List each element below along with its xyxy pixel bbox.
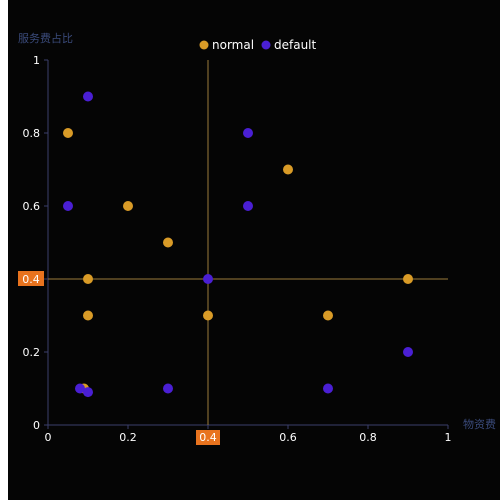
x-tick-label: 0 (45, 431, 52, 444)
y-tick-label: 0 (33, 419, 40, 432)
y-tick-label: 0.2 (23, 346, 41, 359)
data-point-normal[interactable] (123, 201, 133, 211)
y-tick-label: 0.8 (23, 127, 41, 140)
data-point-default[interactable] (83, 387, 93, 398)
crosshair: 0.4 0.4 (18, 60, 448, 445)
legend-label-default[interactable]: default (274, 38, 317, 52)
crosshair-y-label: 0.4 (22, 273, 40, 286)
x-tick-label: 0.6 (279, 431, 297, 444)
y-axis-title: 服务费占比 (18, 31, 73, 45)
data-point-normal[interactable] (323, 310, 333, 321)
data-point-default[interactable] (243, 128, 253, 138)
chart-panel: 服务费占比 物资费 0 0.2 0.4 0.6 0.8 1 0 0.2 0.4 0.6 0.8 1 0… (8, 0, 500, 500)
crosshair-x-label-bg (196, 430, 220, 445)
data-point-normal[interactable] (83, 274, 93, 284)
data-point-default[interactable] (203, 274, 213, 284)
crosshair-x-label: 0.4 (199, 431, 217, 444)
data-point-normal[interactable] (403, 274, 413, 284)
data-points (63, 91, 413, 398)
x-tick-label: 1 (445, 431, 452, 444)
data-point-default[interactable] (83, 91, 93, 102)
data-point-normal[interactable] (63, 128, 73, 138)
legend-label-normal[interactable]: normal (212, 38, 254, 52)
axes-group (47, 60, 448, 426)
data-point-default[interactable] (323, 383, 333, 394)
scatter-chart: 服务费占比 物资费 0 0.2 0.4 0.6 0.8 1 0 0.2 0.4 0.6 0.8 1 0… (18, 31, 496, 445)
tick-labels: 0 0.2 0.4 0.6 0.8 1 0 0.2 0.4 0.6 0.8 1 (23, 54, 452, 444)
data-point-default[interactable] (75, 383, 85, 394)
data-point-normal[interactable] (203, 310, 213, 321)
legend: normal default (199, 38, 317, 52)
y-tick-label: 1 (33, 54, 40, 67)
data-point-default[interactable] (63, 201, 73, 211)
x-axis-title: 物资费 (463, 417, 496, 431)
data-point-normal[interactable] (283, 164, 293, 175)
x-tick-label: 0.2 (119, 431, 137, 444)
legend-marker-normal (199, 40, 209, 50)
data-point-normal[interactable] (83, 310, 93, 321)
data-point-normal[interactable] (163, 237, 173, 248)
data-point-default[interactable] (163, 383, 173, 394)
y-tick-label: 0.6 (23, 200, 41, 213)
x-tick-label: 0.8 (359, 431, 377, 444)
crosshair-y-label-bg (18, 271, 44, 286)
legend-marker-default (261, 40, 271, 50)
data-point-default[interactable] (403, 347, 413, 357)
data-point-default[interactable] (243, 201, 253, 211)
